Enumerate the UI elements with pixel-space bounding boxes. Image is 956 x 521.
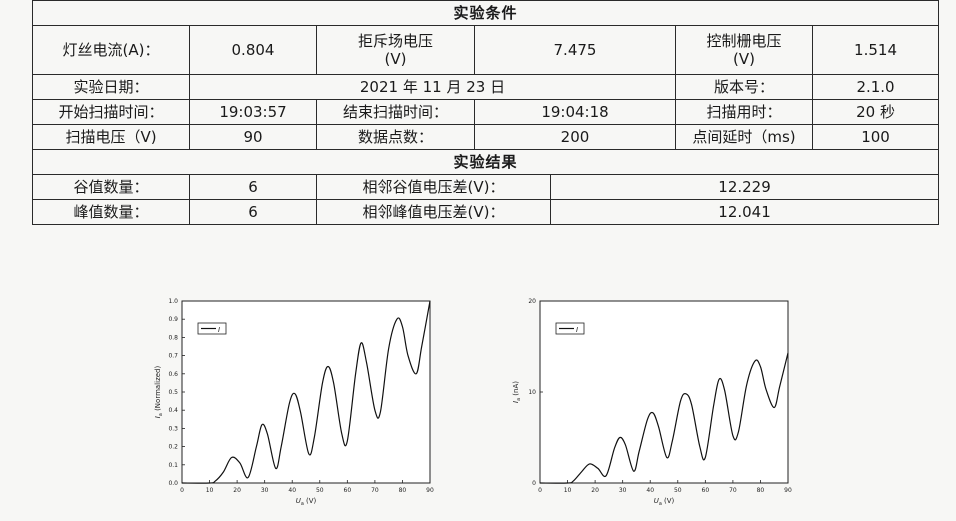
y-tick-label: 0.6 [168,371,178,378]
valley-count-label: 谷值数量： [32,174,190,200]
x-tick-label: 80 [757,487,765,494]
delay-label: 点间延时（ms) [675,124,813,150]
x-tick-label: 0 [538,487,542,494]
y-tick-label: 0.4 [168,407,178,414]
valley-diff-value: 12.229 [549,174,940,200]
experiment-table: 实验条件 灯丝电流(A)： 0.804 拒斥场电压 (V) 7.475 控制栅电… [31,0,940,225]
legend-label: I [218,326,220,334]
legend-label: I [576,326,578,334]
normalized-current-chart: 0 10 20 30 40 50 60 70 80 90 0.0 0.1 0.2 0.3 0.4 0.5 0.6… [150,295,445,517]
x-tick-label: 90 [426,487,434,494]
peak-count-value: 6 [189,199,317,225]
x-axis-label: Ua (V) [296,497,317,507]
y-tick-label: 0.0 [168,480,178,487]
x-tick-label: 70 [729,487,737,494]
x-tick-label: 10 [206,487,214,494]
peak-diff-value: 12.041 [549,199,940,225]
series-line [539,352,789,484]
x-tick-label: 50 [674,487,682,494]
start-time-value: 19:03:57 [189,99,317,125]
end-time-label: 结束扫描时间： [316,99,475,125]
version-value: 2.1.0 [811,74,940,100]
filament-current-label: 灯丝电流(A)： [32,25,190,75]
grid-voltage-label-line1: 控制栅电压 [706,32,782,50]
y-axis-label: Ia (Normalized) [154,366,164,419]
y-tick-label: 0.3 [168,425,178,432]
grid-voltage-label-line2: (V) [733,50,755,68]
x-axis-label: Ua (V) [654,497,675,507]
y-tick-label: 0.2 [168,444,178,451]
x-tick-label: 40 [288,487,296,494]
x-tick-label: 80 [399,487,407,494]
y-tick-label: 0.9 [168,316,178,323]
x-tick-label: 30 [619,487,627,494]
points-label: 数据点数： [316,124,475,150]
version-label: 版本号： [675,74,813,100]
date-value: 2021 年 11 月 23 日 [189,74,676,100]
delay-value: 100 [811,124,940,150]
grid-voltage-value: 1.514 [811,25,940,75]
legend: I [555,322,585,335]
legend: I [197,322,227,335]
duration-value: 20 秒 [811,99,940,125]
y-tick-label: 0.5 [168,389,178,396]
y-tick-label: 0.7 [168,353,178,360]
repel-voltage-value: 7.475 [474,25,676,75]
scan-voltage-value: 90 [189,124,317,150]
conditions-title: 实验条件 [31,0,940,26]
x-tick-label: 30 [261,487,269,494]
x-tick-label: 90 [784,487,792,494]
y-tick-label: 20 [528,298,536,305]
scan-voltage-label: 扫描电压（V) [32,124,190,150]
x-tick-label: 70 [371,487,379,494]
y-tick-label: 0 [532,480,536,487]
x-tick-label: 50 [316,487,324,494]
x-tick-label: 60 [344,487,352,494]
repel-voltage-label-line2: (V) [384,50,407,68]
peak-diff-label: 相邻峰值电压差(V)： [316,199,551,225]
x-tick-label: 40 [646,487,654,494]
valley-count-value: 6 [189,174,317,200]
repel-voltage-label-line1: 拒斥场电压 [357,32,433,50]
y-tick-label: 0.1 [168,462,178,469]
valley-diff-label: 相邻谷值电压差(V)： [316,174,551,200]
end-time-value: 19:04:18 [474,99,676,125]
peak-count-label: 峰值数量： [32,199,190,225]
repel-voltage-label: 拒斥场电压 (V) [316,25,475,75]
y-tick-label: 10 [528,389,536,396]
duration-label: 扫描用时： [675,99,813,125]
x-tick-label: 0 [180,487,184,494]
results-title: 实验结果 [31,149,940,175]
filament-current-value: 0.804 [189,25,317,75]
x-tick-label: 20 [233,487,241,494]
x-tick-label: 10 [564,487,572,494]
grid-voltage-label: 控制栅电压 (V) [675,25,813,75]
series-line [181,300,431,484]
normalized-current-chart-svg: 0 10 20 30 40 50 60 70 80 90 0.0 0.1 0.2 0.3 0.4 0.5 0.6… [154,298,434,507]
x-tick-label: 20 [591,487,599,494]
current-na-chart-svg: 0 10 20 30 40 50 60 70 80 90 0 10 20 Ua (V) Ia (nA) I [512,298,792,507]
y-tick-label: 1.0 [168,298,178,305]
start-time-label: 开始扫描时间： [32,99,190,125]
y-axis-label: Ia (nA) [512,381,522,403]
x-tick-label: 60 [702,487,710,494]
current-na-chart: 0 10 20 30 40 50 60 70 80 90 0 10 20 Ua (V) Ia (nA) I [508,295,803,517]
points-value: 200 [474,124,676,150]
date-label: 实验日期： [32,74,190,100]
y-tick-label: 0.8 [168,334,178,341]
